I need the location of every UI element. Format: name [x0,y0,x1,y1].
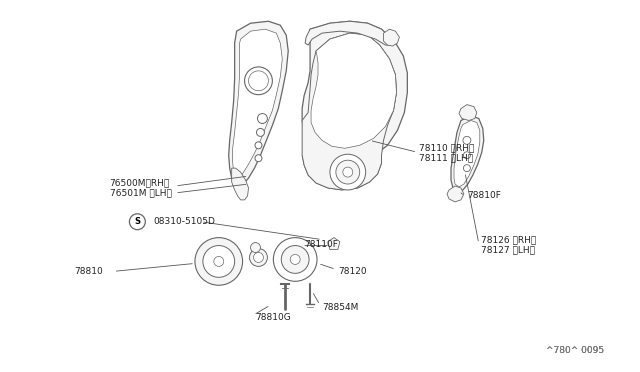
Circle shape [257,128,264,137]
Text: 78127 〈LH〉: 78127 〈LH〉 [481,245,535,254]
Polygon shape [459,105,477,121]
Polygon shape [328,238,340,250]
Text: 78810F: 78810F [467,192,500,201]
Text: ^780^ 0095: ^780^ 0095 [547,346,604,355]
Polygon shape [232,168,248,200]
Polygon shape [454,121,480,187]
Text: S: S [134,217,140,226]
Text: ^780^ 0095: ^780^ 0095 [547,346,604,355]
Text: 76501M 〈LH〉: 76501M 〈LH〉 [109,189,172,198]
Circle shape [282,246,309,273]
Polygon shape [311,33,396,148]
Text: 78111 〈LH〉: 78111 〈LH〉 [419,154,474,163]
Circle shape [463,165,470,171]
Polygon shape [302,155,381,190]
Text: 78110F: 78110F [304,240,338,249]
Polygon shape [228,21,288,185]
Circle shape [343,167,353,177]
Text: 08310-5105D: 08310-5105D [153,217,215,226]
Circle shape [463,137,471,144]
Circle shape [463,152,470,159]
Circle shape [273,238,317,281]
Polygon shape [302,21,407,162]
Circle shape [257,113,268,124]
Circle shape [250,243,260,253]
Circle shape [244,67,273,95]
Text: 78120: 78120 [338,267,367,276]
Circle shape [255,155,262,162]
Text: 78854M: 78854M [322,302,358,312]
Text: 78810: 78810 [74,267,102,276]
Circle shape [214,256,224,266]
Polygon shape [447,186,464,202]
Polygon shape [311,33,396,148]
Polygon shape [383,29,399,46]
Text: 78810G: 78810G [255,312,291,321]
Circle shape [336,160,360,184]
Circle shape [330,154,365,190]
Circle shape [203,246,235,277]
Circle shape [248,71,268,91]
Polygon shape [233,29,282,178]
Text: 76500M〈RH〉: 76500M〈RH〉 [109,179,170,187]
Circle shape [253,253,264,262]
Polygon shape [305,21,394,45]
Circle shape [250,248,268,266]
Polygon shape [302,33,396,190]
Text: 78126 〈RH〉: 78126 〈RH〉 [481,235,536,244]
Circle shape [195,238,243,285]
Circle shape [129,214,145,230]
Circle shape [290,254,300,264]
Polygon shape [451,116,484,192]
Text: 78110 〈RH〉: 78110 〈RH〉 [419,144,475,153]
Circle shape [255,142,262,149]
